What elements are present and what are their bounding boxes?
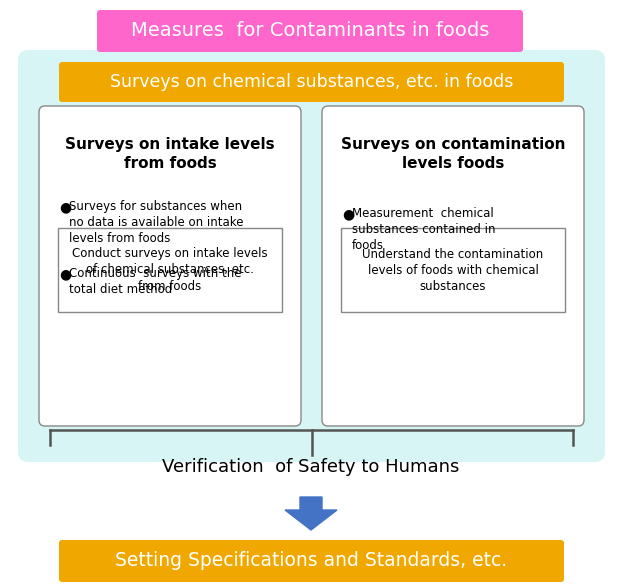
Text: ●: ● <box>59 267 71 281</box>
FancyBboxPatch shape <box>341 228 565 312</box>
Text: Surveys on chemical substances, etc. in foods: Surveys on chemical substances, etc. in … <box>110 73 513 91</box>
Text: Setting Specifications and Standards, etc.: Setting Specifications and Standards, et… <box>115 552 508 571</box>
Text: Conduct surveys on intake levels
of chemical substances, etc.
from foods: Conduct surveys on intake levels of chem… <box>72 248 268 292</box>
Text: Continuous  surveys with the
total diet method: Continuous surveys with the total diet m… <box>69 267 242 296</box>
FancyArrow shape <box>285 497 337 530</box>
Text: Measures  for Contaminants in foods: Measures for Contaminants in foods <box>131 22 489 41</box>
Text: Verification  of Safety to Humans: Verification of Safety to Humans <box>163 458 460 476</box>
Text: ●: ● <box>342 207 354 221</box>
FancyBboxPatch shape <box>322 106 584 426</box>
FancyBboxPatch shape <box>59 540 564 582</box>
Text: Surveys on contamination
levels foods: Surveys on contamination levels foods <box>341 137 565 171</box>
Text: Surveys on intake levels
from foods: Surveys on intake levels from foods <box>65 137 275 171</box>
FancyBboxPatch shape <box>58 228 282 312</box>
Text: ●: ● <box>59 200 71 214</box>
Text: Measurement  chemical
substances contained in
foods: Measurement chemical substances containe… <box>352 207 495 252</box>
FancyBboxPatch shape <box>39 106 301 426</box>
FancyBboxPatch shape <box>97 10 523 52</box>
FancyBboxPatch shape <box>59 62 564 102</box>
FancyBboxPatch shape <box>18 50 605 462</box>
Text: Surveys for substances when
no data is available on intake
levels from foods: Surveys for substances when no data is a… <box>69 200 244 245</box>
Text: Understand the contamination
levels of foods with chemical
substances: Understand the contamination levels of f… <box>363 248 544 292</box>
